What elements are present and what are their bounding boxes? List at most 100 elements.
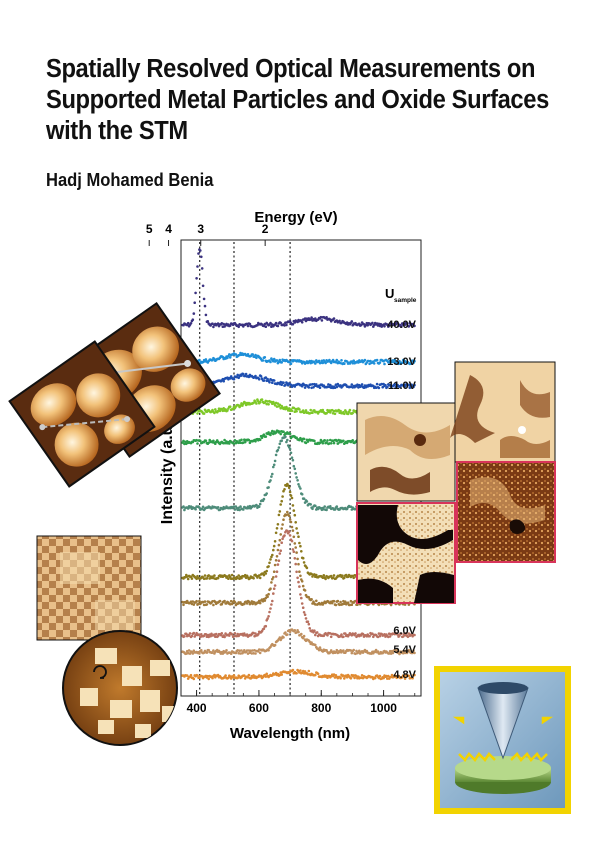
spectrum-point bbox=[299, 574, 302, 578]
spectrum-point bbox=[316, 672, 320, 676]
spectrum-point bbox=[278, 552, 282, 555]
spectrum-point bbox=[304, 409, 308, 412]
spectrum-point bbox=[276, 324, 280, 328]
spectrum-point bbox=[192, 312, 196, 315]
spectrum-point bbox=[216, 576, 220, 580]
spectrum-point bbox=[300, 596, 303, 600]
spectrum-point bbox=[311, 383, 314, 386]
spectrum-point bbox=[192, 631, 196, 635]
spectrum-point bbox=[227, 577, 230, 580]
spectrum-point bbox=[272, 357, 276, 361]
spectrum-point bbox=[270, 581, 273, 584]
spectrum-point bbox=[282, 430, 285, 434]
spectrum-point bbox=[264, 624, 268, 628]
spectrum-point bbox=[335, 648, 339, 652]
spectrum-point bbox=[398, 359, 401, 363]
spectrum-point bbox=[371, 321, 374, 325]
spectrum-point bbox=[264, 435, 268, 438]
spectrum-point bbox=[337, 408, 341, 412]
spectrum-point bbox=[252, 577, 255, 580]
spectrum-point bbox=[329, 411, 332, 414]
spectrum-point bbox=[387, 674, 390, 678]
spectrum-point bbox=[262, 379, 266, 383]
spectrum-point bbox=[197, 252, 200, 255]
spectrum-point bbox=[304, 617, 308, 620]
spectrum-point bbox=[348, 603, 352, 607]
spectrum-point bbox=[268, 561, 271, 565]
spectrum-point bbox=[387, 652, 391, 655]
spectrum-point bbox=[274, 575, 278, 578]
spectrum-point bbox=[244, 372, 248, 376]
spectrum-point bbox=[296, 557, 299, 561]
spectrum-point bbox=[293, 629, 297, 632]
spectrum-point bbox=[183, 635, 186, 638]
spectrum-point bbox=[298, 585, 301, 588]
spectrum-point bbox=[390, 673, 394, 677]
spectrum-point bbox=[192, 603, 196, 606]
spectrum-point bbox=[398, 634, 401, 637]
spectrum-point bbox=[363, 358, 367, 362]
spectrum-point bbox=[344, 600, 347, 603]
spectrum-point bbox=[243, 674, 246, 677]
spectrum-point bbox=[313, 439, 316, 443]
spectrum-point bbox=[295, 410, 298, 413]
spectrum-point bbox=[301, 636, 305, 640]
spectrum-point bbox=[300, 439, 304, 443]
spectrum-point bbox=[289, 520, 293, 524]
spectrum-point bbox=[267, 565, 270, 568]
spectrum-point bbox=[358, 649, 361, 653]
spectrum-point bbox=[193, 301, 196, 305]
spectrum-point bbox=[291, 458, 295, 462]
spectrum-point bbox=[295, 476, 298, 479]
spectrum-point bbox=[212, 603, 215, 607]
spectrum-point bbox=[282, 381, 285, 385]
spectrum-point bbox=[276, 448, 280, 452]
spectrum-point bbox=[298, 408, 301, 411]
spectrum-point bbox=[313, 629, 316, 632]
spectrum-point bbox=[223, 438, 226, 442]
spectrum-point bbox=[329, 442, 333, 445]
spectrum-point bbox=[278, 358, 282, 362]
spectrum-point bbox=[293, 557, 297, 560]
spectrum-point bbox=[264, 596, 268, 600]
spectrum-point bbox=[403, 651, 407, 655]
spectrum-point bbox=[233, 508, 237, 511]
spectrum-point bbox=[304, 319, 308, 323]
spectrum-point bbox=[228, 356, 232, 359]
spectrum-point bbox=[273, 584, 277, 587]
spectrum-point bbox=[212, 439, 215, 443]
spectrum-point bbox=[218, 409, 222, 413]
stm-particle-image-left bbox=[8, 340, 156, 488]
spectrum-point bbox=[322, 574, 326, 577]
spectrum-point bbox=[194, 291, 197, 295]
spectrum-point bbox=[293, 542, 297, 545]
spectrum-point bbox=[307, 622, 311, 626]
spectrum-point bbox=[310, 316, 313, 319]
spectrum-point bbox=[380, 382, 384, 386]
spectrum-point bbox=[339, 600, 342, 604]
spectrum-point bbox=[372, 362, 376, 365]
spectrum-point bbox=[351, 361, 355, 365]
voltage-labels: 40.0V 13.0V 11.0V 6.0V 5.4V 4.8V bbox=[387, 319, 416, 681]
spectrum-point bbox=[302, 611, 306, 614]
spectrum-point bbox=[220, 632, 224, 635]
spectrum-point bbox=[269, 587, 272, 590]
spectrum-point bbox=[204, 313, 208, 317]
spectrum-point bbox=[302, 634, 306, 638]
spectrum-point bbox=[262, 573, 266, 577]
spectrum-point bbox=[379, 322, 383, 326]
spectrum-point bbox=[257, 505, 261, 509]
spectrum-point bbox=[277, 559, 281, 562]
spectrum-point bbox=[275, 555, 279, 558]
spectrum-point bbox=[288, 518, 292, 521]
spectrum-point bbox=[296, 479, 299, 482]
spectrum-point bbox=[339, 409, 342, 413]
spectrum-point bbox=[303, 670, 307, 673]
spectrum-point bbox=[311, 411, 314, 415]
spectrum-point bbox=[280, 673, 284, 676]
spectrum-point bbox=[263, 356, 267, 359]
spectrum-point bbox=[236, 508, 239, 512]
spectrum-point bbox=[361, 632, 365, 636]
spectrum-point bbox=[262, 497, 266, 501]
spectrum-point bbox=[261, 359, 265, 362]
